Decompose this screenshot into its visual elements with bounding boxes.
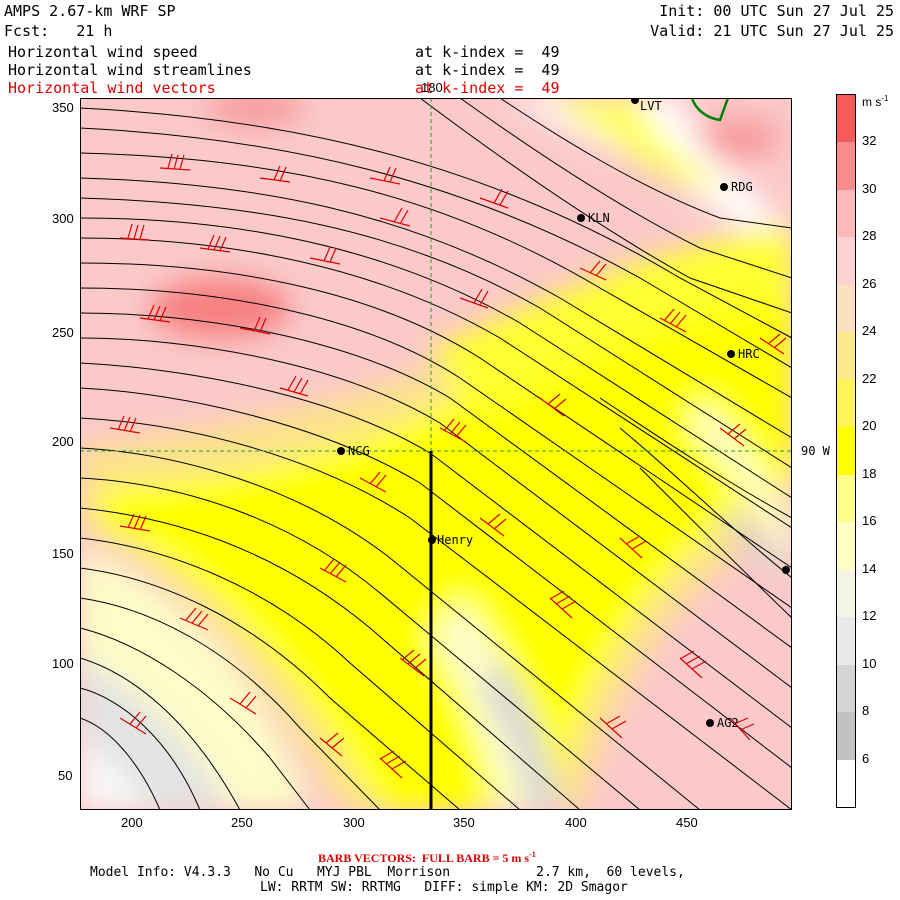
colorbar-label: 26 xyxy=(862,275,877,291)
colorbar xyxy=(836,94,856,808)
y-tick-350: 350 xyxy=(52,100,74,115)
field-name-vectors: Horizontal wind vectors xyxy=(8,79,216,97)
forecast-hour: Fcst: 21 h xyxy=(4,22,113,40)
physics-info: LW: RRTM SW: RRTMG DIFF: simple KM: 2D S… xyxy=(260,880,628,895)
station-label-kln: KLN xyxy=(588,211,610,225)
colorbar-label: 30 xyxy=(862,180,877,196)
wind-field-map xyxy=(80,98,792,810)
colorbar-segment xyxy=(837,522,855,571)
colorbar-segment xyxy=(837,332,855,381)
x-tick-250: 250 xyxy=(231,815,253,830)
colorbar-segment xyxy=(837,474,855,523)
station-marker-edge xyxy=(782,566,790,574)
colorbar-segment xyxy=(837,759,855,808)
barb-legend: BARB VECTORS: FULL BARB = 5 m s-1 xyxy=(318,850,536,865)
station-marker-henry xyxy=(428,536,436,544)
init-time: Init: 00 UTC Sun 27 Jul 25 xyxy=(659,2,894,20)
colorbar-segment xyxy=(837,712,855,761)
field-level-wind-speed: at k-index = 49 xyxy=(415,43,560,61)
colorbar-label: 14 xyxy=(862,560,877,576)
station-label-rdg: RDG xyxy=(731,180,753,194)
colorbar-label: 28 xyxy=(862,228,877,244)
colorbar-label: 10 xyxy=(862,655,877,671)
y-tick-150: 150 xyxy=(52,546,74,561)
x-tick-400: 400 xyxy=(565,815,587,830)
station-label-lvt: LVT xyxy=(640,99,662,113)
wind-barbs xyxy=(109,153,787,779)
colorbar-segment xyxy=(837,379,855,428)
colorbar-label: 24 xyxy=(862,323,877,339)
colorbar-segment xyxy=(837,142,855,191)
station-label-ncg: NCG xyxy=(348,444,370,458)
field-level-streamlines: at k-index = 49 xyxy=(415,61,560,79)
colorbar-segment xyxy=(837,427,855,476)
colorbar-segment xyxy=(837,189,855,238)
x-tick-450: 450 xyxy=(676,815,698,830)
colorbar-label: 22 xyxy=(862,370,877,386)
model-info: Model Info: V4.3.3 No Cu MYJ PBL Morriso… xyxy=(90,865,685,880)
x-tick-350: 350 xyxy=(453,815,475,830)
colorbar-label: 16 xyxy=(862,513,877,529)
x-tick-300: 300 xyxy=(343,815,365,830)
colorbar-segment xyxy=(837,664,855,713)
station-marker-kln xyxy=(577,214,585,222)
station-marker-ag2 xyxy=(706,719,714,727)
field-name-wind-speed: Horizontal wind speed xyxy=(8,43,198,61)
field-level-vectors: at k-index = 49 xyxy=(415,79,560,97)
y-tick-100: 100 xyxy=(52,656,74,671)
lat-label-90w: 90 W xyxy=(801,444,830,458)
y-tick-200: 200 xyxy=(52,434,74,449)
colorbar-label: 12 xyxy=(862,608,877,624)
colorbar-segment xyxy=(837,569,855,618)
colorbar-segment xyxy=(837,95,855,143)
colorbar-label: 6 xyxy=(862,750,870,766)
colorbar-segment xyxy=(837,284,855,333)
station-marker-hrc xyxy=(727,350,735,358)
lon-label-180: 180 xyxy=(421,80,443,95)
y-tick-300: 300 xyxy=(52,211,74,226)
streamlines xyxy=(80,98,792,810)
field-name-streamlines: Horizontal wind streamlines xyxy=(8,61,252,79)
y-tick-50: 50 xyxy=(58,768,73,783)
colorbar-segment xyxy=(837,237,855,286)
colorbar-segment xyxy=(837,617,855,666)
green-boundary xyxy=(690,98,730,122)
y-tick-250: 250 xyxy=(52,325,74,340)
valid-time: Valid: 21 UTC Sun 27 Jul 25 xyxy=(650,22,894,40)
colorbar-label: 8 xyxy=(862,703,870,719)
colorbar-label: 32 xyxy=(862,133,877,149)
map-plot-area: LVT RDG KLN HRC NCG Henry AG2 xyxy=(80,98,792,810)
model-title: AMPS 2.67-km WRF SP xyxy=(4,2,176,20)
x-tick-200: 200 xyxy=(121,815,143,830)
colorbar-unit: m s-1 xyxy=(862,94,889,109)
station-marker-rdg xyxy=(720,183,728,191)
colorbar-label: 20 xyxy=(862,418,877,434)
station-label-ag2: AG2 xyxy=(717,716,739,730)
colorbar-label: 18 xyxy=(862,465,877,481)
station-marker-ncg xyxy=(337,447,345,455)
station-label-hrc: HRC xyxy=(738,347,760,361)
station-label-henry: Henry xyxy=(437,533,474,547)
station-marker-lvt xyxy=(631,98,639,104)
